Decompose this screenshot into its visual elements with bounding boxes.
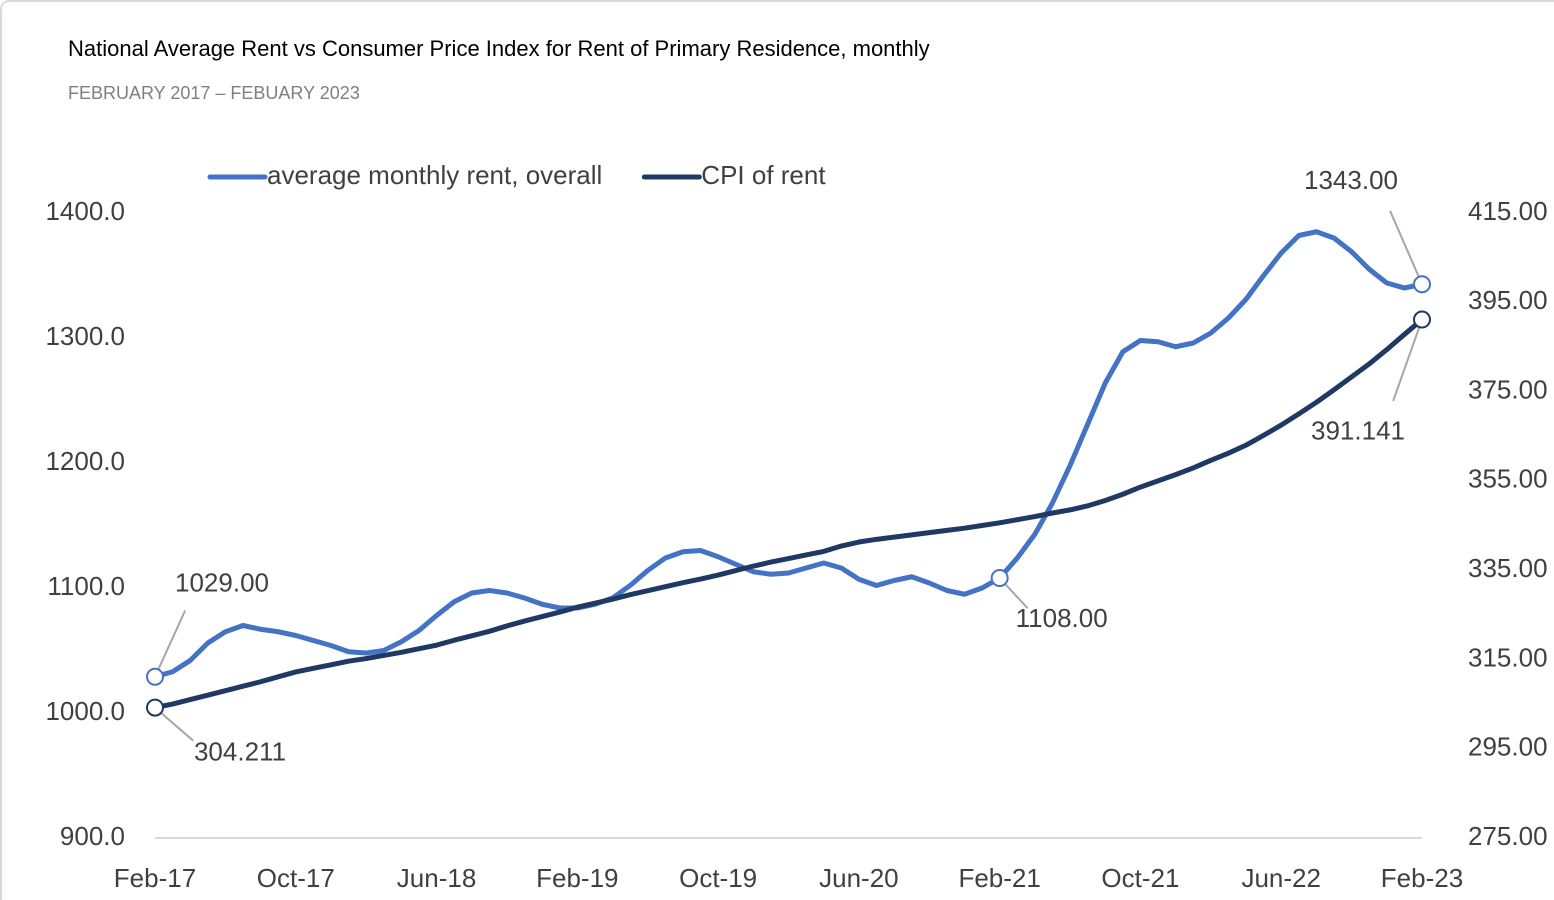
y2-tick-label: 315.00 [1468,642,1548,672]
y2-tick-label: 335.00 [1468,553,1548,583]
point-marker [1413,275,1431,294]
y2-tick-label: 395.00 [1468,285,1548,315]
label-leader [154,610,187,678]
x-tick-label: Feb-21 [958,863,1040,893]
y-tick-label: 1000.0 [45,696,125,726]
data-label: 391.141 [1311,415,1405,445]
y-tick-label: 900.0 [60,821,125,851]
point-marker [990,569,1009,587]
y2-tick-label: 375.00 [1468,374,1548,404]
chart-subtitle: FEBRUARY 2017 – FEBUARY 2023 [68,83,360,103]
x-tick-label: Jun-18 [397,863,477,893]
legend-label: CPI of rent [701,160,826,190]
y2-tick-label: 415.00 [1468,196,1548,226]
point-marker [146,667,164,686]
series-line [152,317,1425,711]
y2-tick-label: 275.00 [1468,821,1548,851]
data-label: 1343.00 [1304,165,1398,195]
x-tick-label: Feb-17 [114,863,196,893]
data-label: 304.211 [194,736,286,766]
x-tick-label: Oct-17 [257,863,335,893]
label-leader [1389,210,1423,285]
y2-tick-label: 355.00 [1468,464,1548,494]
series-line [152,229,1425,680]
point-marker [1413,310,1431,329]
y-tick-label: 1300.0 [45,321,125,351]
x-tick-label: Oct-19 [679,863,757,893]
chart-title: National Average Rent vs Consumer Price … [68,36,930,61]
x-tick-label: Jun-22 [1241,863,1321,893]
y2-tick-label: 295.00 [1468,732,1548,762]
y-tick-label: 1400.0 [45,196,125,226]
data-label: 1029.00 [175,568,269,598]
x-tick-label: Oct-21 [1101,863,1179,893]
point-marker [146,698,164,717]
x-tick-label: Jun-20 [819,863,899,893]
legend-label: average monthly rent, overall [267,160,602,190]
y-tick-label: 1100.0 [47,571,125,601]
y-tick-label: 1200.0 [45,446,125,476]
label-leader [1392,319,1423,402]
x-tick-label: Feb-23 [1381,863,1463,893]
x-tick-label: Feb-19 [536,863,618,893]
data-label: 1108.00 [1016,603,1108,633]
